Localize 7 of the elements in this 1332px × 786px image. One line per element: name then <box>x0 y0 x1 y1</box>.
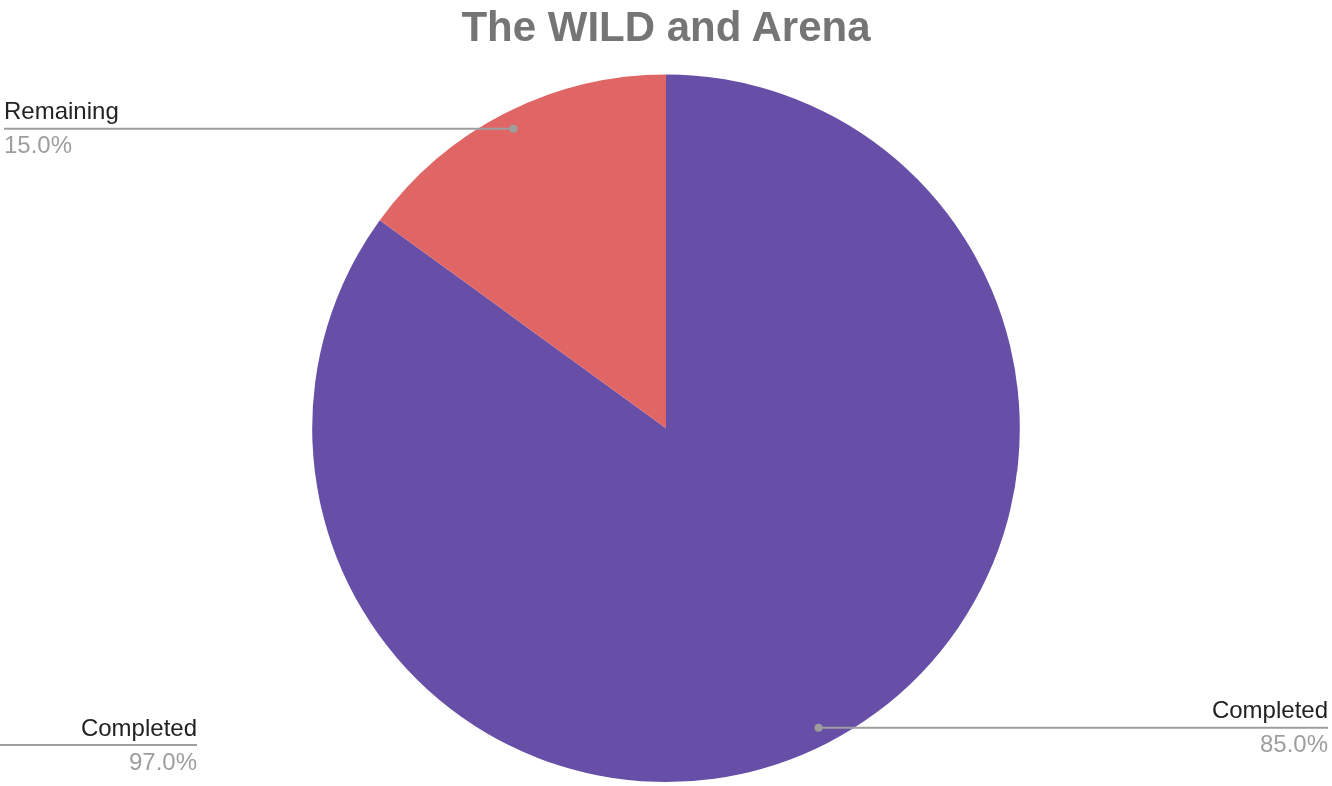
chart-title: The WILD and Arena <box>461 2 872 50</box>
slice-label: Completed <box>1211 696 1328 724</box>
text: Completed <box>80 713 197 741</box>
data-label: 15.0% <box>4 131 73 159</box>
slice-label: Remaining <box>4 97 119 125</box>
data-label: 85.0% <box>1259 730 1328 758</box>
text: 97.0% <box>128 747 197 775</box>
